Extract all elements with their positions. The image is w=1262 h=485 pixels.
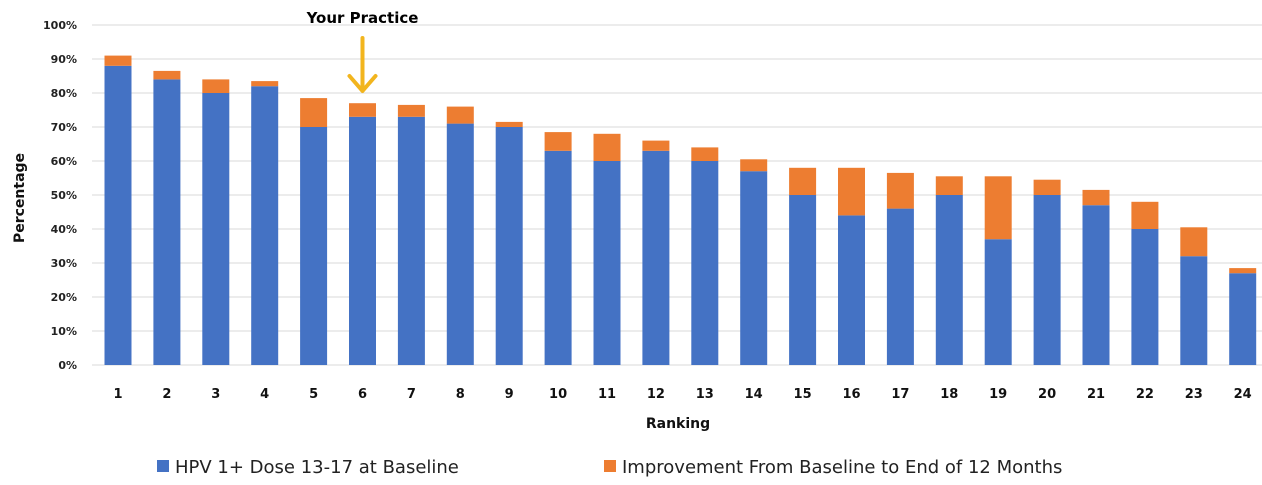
bar-baseline (1131, 229, 1159, 365)
x-tick-label: 18 (940, 387, 958, 402)
bar-improvement (789, 167, 817, 195)
y-tick-label: 20% (51, 291, 77, 304)
bar-improvement (593, 133, 621, 161)
bar-baseline (838, 215, 865, 365)
bar-improvement (984, 176, 1012, 240)
y-axis-title: Percentage (12, 153, 28, 243)
bar-improvement (544, 132, 572, 151)
bar-improvement (886, 172, 914, 209)
bar-baseline (544, 150, 572, 365)
bar-baseline (984, 239, 1012, 365)
y-tick-label: 70% (51, 121, 77, 134)
bar-improvement (153, 70, 181, 80)
x-tick-label: 3 (211, 387, 220, 402)
bar-improvement (691, 147, 719, 161)
bar-baseline (153, 79, 181, 366)
legend: HPV 1+ Dose 13-17 at Baseline Improvement… (157, 457, 1062, 478)
x-tick-label: 10 (549, 387, 567, 402)
x-tick-label: 24 (1234, 387, 1252, 402)
bar-baseline (1033, 195, 1061, 365)
x-tick-label: 7 (407, 387, 416, 402)
x-axis-ticks: 1 2 3 4 5 6 7 8 9 10 11 12 13 14 15 16 17 18 19 20 21 22 23 24 (113, 387, 1251, 402)
bar-improvement (1229, 268, 1257, 274)
bar-baseline (691, 161, 719, 365)
bar-improvement (300, 98, 328, 127)
x-tick-label: 6 (358, 387, 367, 402)
x-tick-label: 8 (456, 387, 465, 402)
legend-swatch (604, 460, 616, 472)
bar-improvement (935, 176, 963, 195)
x-tick-label: 9 (505, 387, 514, 402)
bars (104, 55, 1257, 366)
x-tick-label: 22 (1136, 387, 1154, 402)
y-tick-label: 40% (51, 223, 77, 236)
bar-baseline (740, 171, 768, 365)
bar-baseline (642, 150, 670, 365)
x-tick-label: 20 (1038, 387, 1056, 402)
bar-baseline (300, 127, 328, 365)
bar-improvement (1033, 179, 1061, 195)
bar-baseline (446, 123, 474, 365)
x-tick-label: 19 (989, 387, 1007, 402)
bar-baseline (104, 65, 132, 366)
x-tick-label: 17 (891, 387, 909, 402)
bar-baseline (397, 116, 425, 365)
x-tick-label: 14 (745, 387, 763, 402)
legend-swatch (157, 460, 169, 472)
x-tick-label: 1 (113, 387, 122, 402)
annotation-label: Your Practice (306, 9, 419, 27)
bar-baseline (202, 93, 230, 365)
bar-improvement (740, 159, 768, 172)
y-tick-label: 90% (51, 53, 77, 66)
x-tick-label: 2 (162, 387, 171, 402)
y-tick-label: 50% (51, 189, 77, 202)
x-tick-label: 21 (1087, 387, 1105, 402)
bar-baseline (593, 161, 621, 365)
x-tick-label: 5 (309, 387, 318, 402)
x-tick-label: 13 (696, 387, 714, 402)
y-tick-label: 30% (51, 257, 77, 270)
bar-baseline (886, 208, 914, 365)
annotation-arrow-head (347, 74, 378, 93)
bar-baseline (349, 116, 376, 365)
your-practice-annotation: Your Practice (306, 9, 419, 93)
gridlines (92, 24, 1262, 366)
y-tick-label: 10% (51, 325, 77, 338)
x-tick-label: 16 (842, 387, 860, 402)
bar-improvement (104, 55, 132, 66)
bar-baseline (1082, 205, 1110, 365)
bar-improvement (642, 140, 670, 151)
x-tick-label: 4 (260, 387, 269, 402)
bar-baseline (1180, 256, 1208, 365)
bar-improvement (838, 167, 865, 216)
y-tick-label: 100% (43, 19, 77, 32)
x-axis-title: Ranking (646, 416, 710, 432)
bar-improvement (202, 79, 230, 93)
bar-improvement (397, 104, 425, 117)
bar-improvement (349, 103, 376, 117)
legend-label: Improvement From Baseline to End of 12 M… (622, 457, 1062, 478)
y-axis-ticks: 0% 10% 20% 30% 40% 50% 60% 70% 80% 90% 100% (43, 19, 77, 372)
bar-baseline (935, 195, 963, 365)
bar-improvement (446, 106, 474, 124)
bar-baseline (251, 86, 279, 365)
y-tick-label: 0% (58, 359, 77, 372)
bar-baseline (495, 127, 523, 365)
bar-improvement (1082, 189, 1110, 206)
y-tick-label: 80% (51, 87, 77, 100)
bar-baseline (789, 195, 817, 365)
x-tick-label: 11 (598, 387, 616, 402)
bar-baseline (1229, 273, 1257, 365)
bar-improvement (1180, 227, 1208, 257)
y-tick-label: 60% (51, 155, 77, 168)
x-tick-label: 15 (794, 387, 812, 402)
bar-improvement (495, 121, 523, 127)
bar-improvement (1131, 201, 1159, 229)
legend-label: HPV 1+ Dose 13-17 at Baseline (175, 457, 459, 478)
bar-improvement (251, 81, 279, 87)
x-tick-label: 12 (647, 387, 665, 402)
x-tick-label: 23 (1185, 387, 1203, 402)
